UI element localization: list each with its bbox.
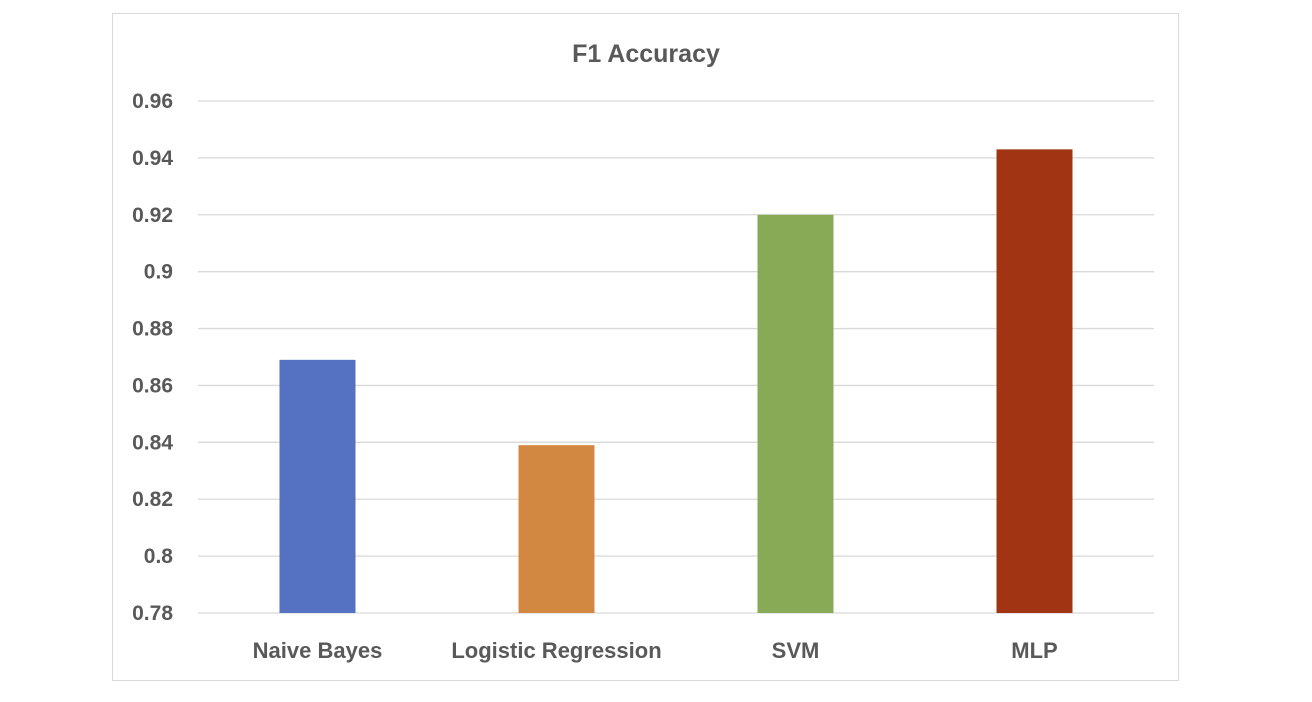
y-tick-label: 0.88: [132, 318, 173, 341]
y-tick-label: 0.94: [132, 147, 173, 170]
x-category-label: Logistic Regression: [451, 638, 661, 663]
y-tick-label: 0.92: [132, 204, 173, 227]
x-category-label: Naive Bayes: [253, 638, 383, 663]
bar-mlp: [996, 149, 1073, 613]
bars: [279, 149, 1073, 613]
x-axis-category-labels: Naive Bayes Logistic Regression SVM MLP: [253, 638, 1058, 663]
y-tick-label: 0.9: [144, 261, 173, 284]
chart-title: F1 Accuracy: [572, 40, 720, 68]
bar-svm: [757, 214, 834, 613]
x-category-label: SVM: [772, 638, 820, 663]
y-tick-label: 0.78: [132, 602, 173, 625]
gridlines: [198, 100, 1154, 614]
y-tick-label: 0.84: [132, 431, 173, 454]
bar-logistic-regression: [518, 445, 595, 613]
y-tick-label: 0.8: [144, 545, 174, 568]
y-tick-label: 0.96: [132, 90, 173, 113]
y-axis-tick-labels: 0.96 0.94 0.92 0.9 0.88 0.86 0.84 0.82 0.8 0.78: [132, 90, 173, 625]
y-tick-label: 0.82: [132, 488, 173, 511]
x-category-label: MLP: [1011, 638, 1057, 663]
bar-naive-bayes: [279, 359, 356, 613]
y-tick-label: 0.86: [132, 374, 173, 397]
